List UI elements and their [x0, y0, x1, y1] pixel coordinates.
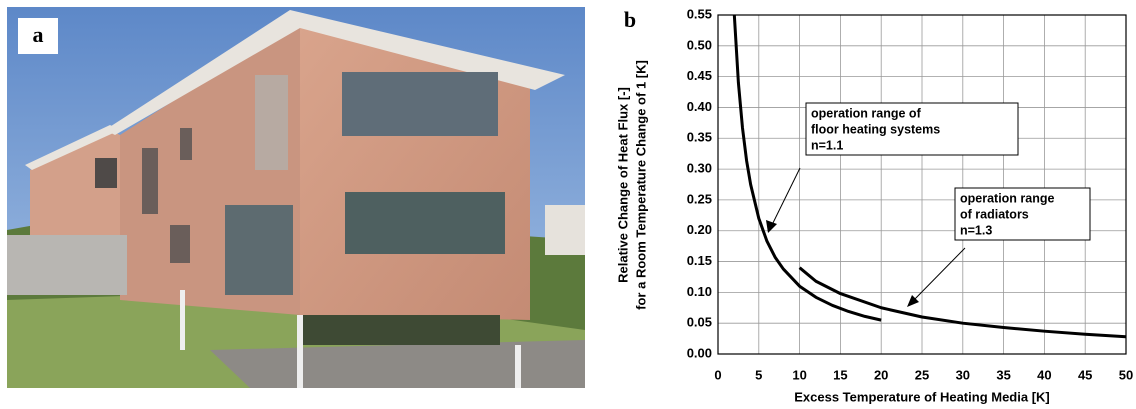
annotation-text: n=1.1 — [811, 138, 843, 152]
x-tick-label: 45 — [1078, 367, 1092, 382]
y-tick-label: 0.00 — [687, 345, 712, 360]
plot-frame — [717, 14, 1127, 355]
x-tick-label: 35 — [996, 367, 1010, 382]
x-tick-label: 50 — [1119, 367, 1133, 382]
x-tick-label: 40 — [1037, 367, 1051, 382]
y-tick-label: 0.30 — [687, 161, 712, 176]
annotation-text: n=1.3 — [960, 223, 992, 237]
y-tick-label: 0.25 — [687, 191, 712, 206]
x-tick-label: 15 — [833, 367, 847, 382]
y-tick-label: 0.50 — [687, 37, 712, 52]
y-tick-label: 0.15 — [687, 253, 712, 268]
x-tick-label: 0 — [714, 367, 721, 382]
y-tick-label: 0.35 — [687, 130, 712, 145]
y-tick-label: 0.05 — [687, 315, 712, 330]
line-series — [732, 14, 882, 322]
annotation-text: floor heating systems — [811, 122, 940, 136]
x-tick-label: 5 — [755, 367, 762, 382]
annotation-text: operation range of — [811, 106, 922, 120]
panel-label: b — [624, 7, 636, 32]
y-axis-label: Relative Change of Heat Flux [-] — [615, 87, 630, 283]
photo: a — [7, 7, 585, 388]
x-axis-label: Excess Temperature of Heating Media [K] — [794, 389, 1050, 404]
y-tick-label: 0.40 — [687, 99, 712, 114]
annotation-text: operation range — [960, 191, 1055, 205]
line-series — [798, 266, 1127, 339]
x-tick-label: 20 — [874, 367, 888, 382]
annotation: operation range of radiators n=1.3 — [907, 187, 1091, 307]
y-tick-label: 0.20 — [687, 222, 712, 237]
y-tick-label: 0.45 — [687, 68, 712, 83]
plot — [717, 14, 1127, 355]
x-tick-label: 10 — [792, 367, 806, 382]
y-tick-label: 0.55 — [687, 6, 712, 21]
y-axis-label: for a Room Temperature Change of 1 [K] — [633, 60, 648, 310]
y-tick-label: 0.10 — [687, 284, 712, 299]
panel-label: a — [33, 22, 44, 47]
x-tick-label: 30 — [956, 367, 970, 382]
x-tick-label: 25 — [915, 367, 929, 382]
annotation-text: of radiators — [960, 207, 1029, 221]
annotation: operation range of floor heating systems… — [766, 102, 1019, 233]
